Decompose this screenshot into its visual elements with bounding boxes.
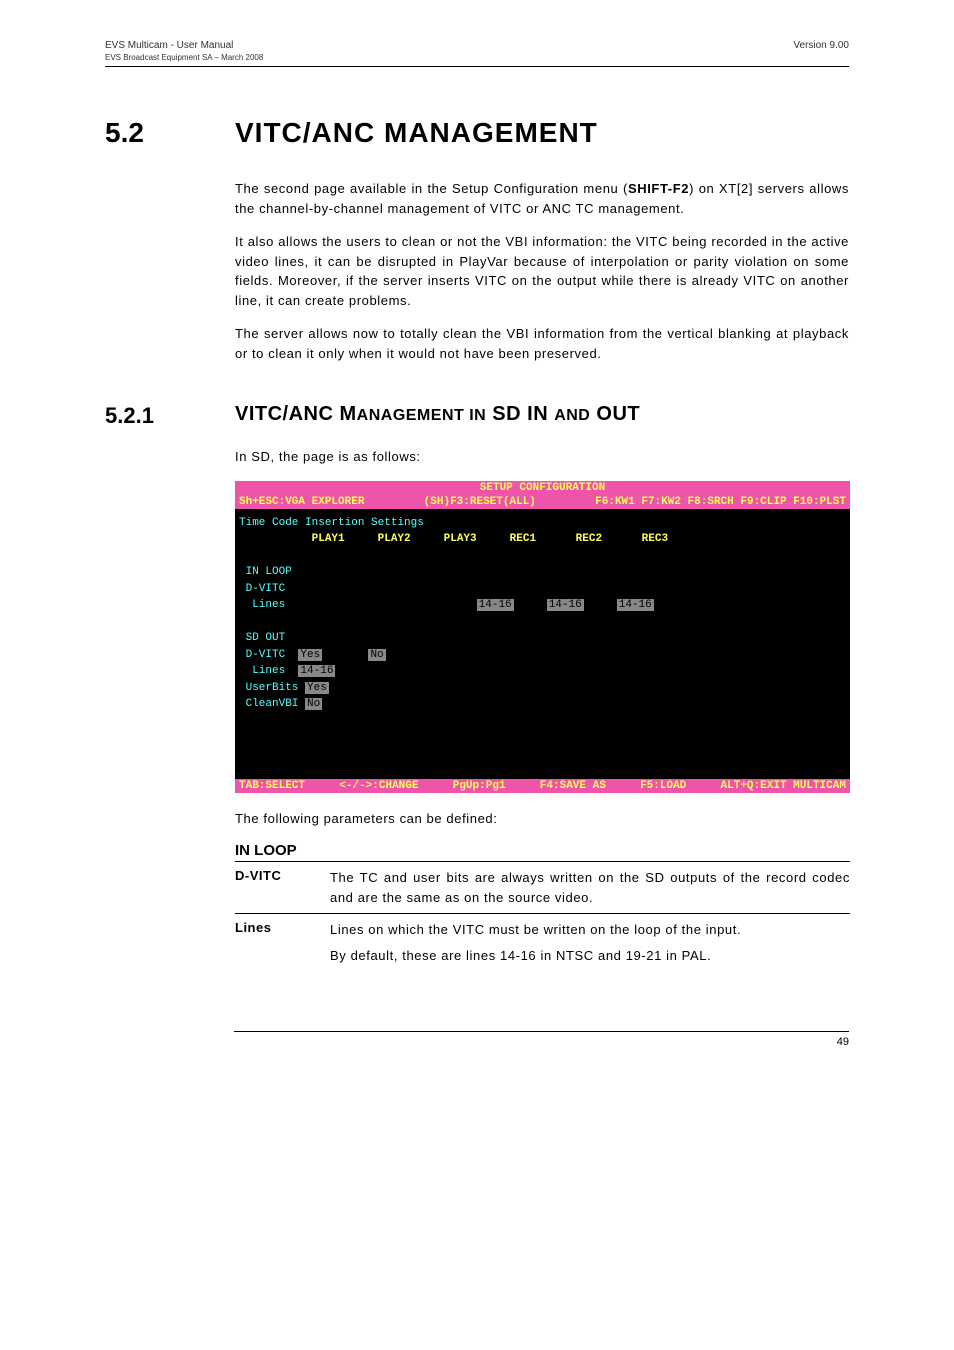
subsection-title: VITC/ANC MANAGEMENT IN SD IN AND OUT (235, 403, 640, 429)
header-sub: EVS Broadcast Equipment SA – March 2008 (105, 53, 849, 62)
sd-intro: In SD, the page is as follows: (235, 447, 849, 467)
scr-body: Time Code Insertion Settings PLAY1 PLAY2… (235, 509, 850, 779)
setup-screenshot: SETUP CONFIGURATION Sh+ESC:VGA EXPLORER … (235, 481, 850, 793)
header-right: Version 9.00 (793, 40, 849, 51)
footer-page-number: 49 (105, 1036, 849, 1048)
scr-title: SETUP CONFIGURATION (235, 481, 850, 495)
footer-rule (234, 1031, 849, 1032)
param-row-dvitc: D-VITC The TC and user bits are always w… (235, 868, 850, 907)
header-rule (105, 66, 849, 67)
scr-topbar: Sh+ESC:VGA EXPLORER (SH)F3:RESET(ALL) F6… (235, 495, 850, 509)
header-left: EVS Multicam - User Manual (105, 40, 233, 51)
params-intro: The following parameters can be defined: (235, 809, 849, 829)
subsection-number: 5.2.1 (105, 403, 235, 429)
param-desc-lines: Lines on which the VITC must be written … (330, 920, 741, 971)
section-title: VITC/ANC MANAGEMENT (235, 117, 598, 149)
param-rule-2 (235, 913, 850, 914)
paragraph-2: It also allows the users to clean or not… (235, 232, 849, 310)
param-label-dvitc: D-VITC (235, 868, 330, 907)
param-row-lines: Lines Lines on which the VITC must be wr… (235, 920, 850, 971)
scr-bottombar: TAB:SELECT <-/->:CHANGE PgUp:Pg1 F4:SAVE… (235, 779, 850, 793)
param-label-lines: Lines (235, 920, 330, 971)
params-heading: IN LOOP (235, 842, 849, 859)
section-number: 5.2 (105, 117, 235, 149)
paragraph-3: The server allows now to totally clean t… (235, 324, 849, 363)
param-desc-dvitc: The TC and user bits are always written … (330, 868, 850, 907)
paragraph-1: The second page available in the Setup C… (235, 179, 849, 218)
param-rule-1 (235, 861, 850, 862)
